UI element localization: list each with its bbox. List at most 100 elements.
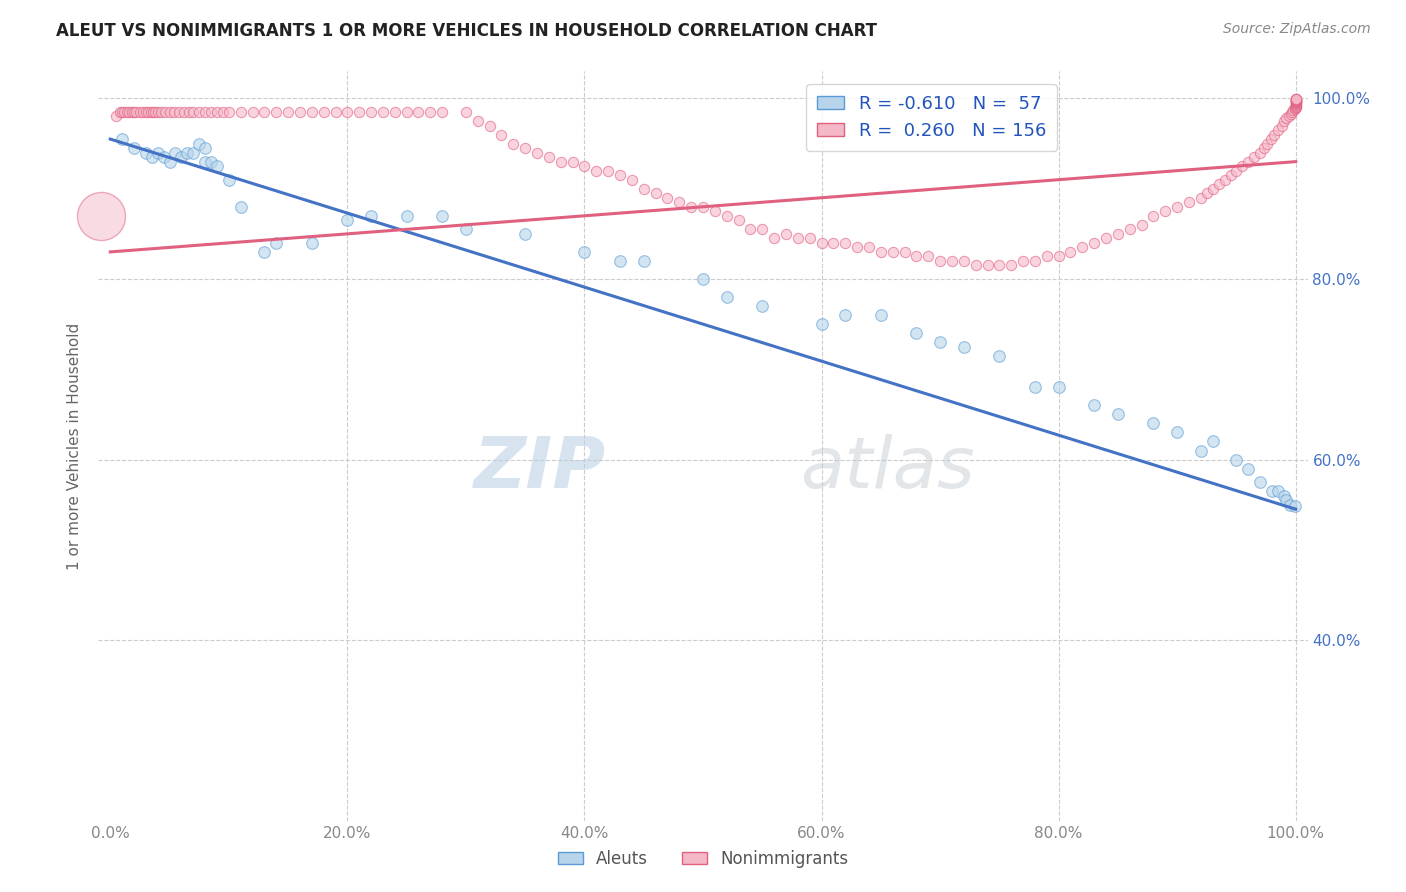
Point — [1237, 154, 1260, 169]
Point — [395, 209, 418, 223]
Point — [125, 105, 148, 120]
Point — [395, 105, 418, 120]
Point — [139, 105, 162, 120]
Point — [360, 209, 382, 223]
Point — [205, 159, 228, 173]
Point — [1285, 96, 1308, 111]
Point — [929, 335, 952, 350]
Point — [135, 145, 157, 160]
Point — [188, 136, 211, 151]
Point — [454, 222, 477, 236]
Point — [1285, 92, 1308, 106]
Point — [1107, 227, 1129, 241]
Point — [929, 254, 952, 268]
Point — [491, 128, 513, 142]
Point — [786, 231, 808, 245]
Point — [1237, 461, 1260, 475]
Point — [454, 105, 477, 120]
Point — [823, 235, 845, 250]
Point — [1285, 97, 1308, 112]
Point — [882, 244, 904, 259]
Point — [574, 244, 596, 259]
Point — [264, 235, 287, 250]
Point — [1166, 425, 1188, 440]
Point — [598, 163, 620, 178]
Text: ZIP: ZIP — [474, 434, 606, 503]
Point — [727, 213, 749, 227]
Point — [325, 105, 347, 120]
Point — [159, 154, 181, 169]
Point — [301, 105, 323, 120]
Point — [1225, 163, 1247, 178]
Point — [526, 145, 548, 160]
Point — [1213, 172, 1236, 186]
Point — [1154, 204, 1177, 219]
Point — [585, 163, 607, 178]
Point — [1284, 101, 1306, 115]
Point — [515, 227, 537, 241]
Point — [1253, 141, 1275, 155]
Point — [1267, 484, 1289, 499]
Point — [740, 222, 762, 236]
Point — [1166, 200, 1188, 214]
Point — [200, 105, 222, 120]
Point — [218, 105, 240, 120]
Point — [419, 105, 441, 120]
Y-axis label: 1 or more Vehicles in Household: 1 or more Vehicles in Household — [67, 322, 83, 570]
Point — [988, 349, 1011, 363]
Point — [347, 105, 370, 120]
Point — [360, 105, 382, 120]
Point — [1036, 249, 1059, 263]
Point — [1195, 186, 1218, 201]
Point — [1282, 103, 1305, 118]
Point — [537, 150, 560, 164]
Point — [869, 244, 891, 259]
Point — [114, 105, 136, 120]
Text: atlas: atlas — [800, 434, 974, 503]
Point — [163, 105, 186, 120]
Point — [1243, 150, 1265, 164]
Point — [1249, 145, 1271, 160]
Point — [129, 105, 152, 120]
Point — [799, 231, 821, 245]
Legend: R = -0.610   N =  57, R =  0.260   N = 156: R = -0.610 N = 57, R = 0.260 N = 156 — [806, 84, 1057, 151]
Point — [478, 119, 501, 133]
Point — [301, 235, 323, 250]
Point — [108, 105, 131, 120]
Point — [115, 105, 138, 120]
Point — [1275, 493, 1298, 508]
Point — [1285, 93, 1308, 107]
Point — [1285, 95, 1308, 109]
Point — [336, 213, 359, 227]
Point — [118, 105, 141, 120]
Point — [1219, 168, 1241, 182]
Point — [1285, 95, 1308, 110]
Point — [432, 105, 454, 120]
Point — [1047, 249, 1070, 263]
Point — [1270, 119, 1292, 133]
Point — [205, 105, 228, 120]
Point — [1119, 222, 1142, 236]
Point — [751, 222, 773, 236]
Point — [810, 235, 832, 250]
Point — [1256, 136, 1278, 151]
Point — [111, 105, 134, 120]
Point — [1285, 95, 1308, 110]
Point — [384, 105, 406, 120]
Point — [90, 209, 112, 223]
Point — [692, 200, 714, 214]
Point — [1232, 159, 1254, 173]
Point — [846, 240, 869, 254]
Point — [810, 317, 832, 331]
Point — [1024, 380, 1046, 394]
Point — [229, 105, 252, 120]
Point — [751, 299, 773, 313]
Point — [122, 141, 145, 155]
Point — [1130, 218, 1153, 232]
Point — [620, 172, 643, 186]
Point — [1285, 94, 1308, 108]
Point — [1284, 103, 1306, 117]
Point — [173, 105, 195, 120]
Point — [143, 105, 166, 120]
Point — [1285, 92, 1308, 106]
